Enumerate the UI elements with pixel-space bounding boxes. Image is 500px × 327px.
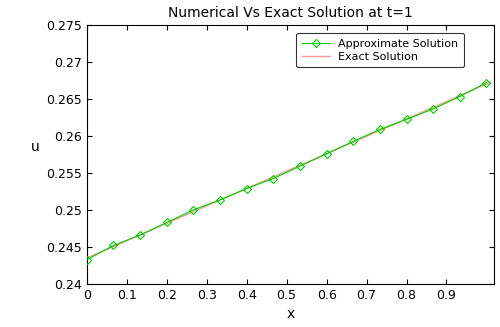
Approximate Solution — [377, 128, 383, 131]
Approximate Solution — [137, 233, 143, 237]
Approximate Solution — [244, 186, 250, 190]
Exact Solution — [450, 97, 456, 101]
Exact Solution — [84, 256, 90, 260]
Exact Solution — [424, 108, 430, 112]
Exact Solution — [324, 151, 330, 155]
Title: Numerical Vs Exact Solution at t=1: Numerical Vs Exact Solution at t=1 — [168, 6, 413, 20]
X-axis label: x: x — [286, 307, 294, 321]
Line: Approximate Solution: Approximate Solution — [84, 80, 489, 263]
Y-axis label: u: u — [30, 141, 40, 154]
Approximate Solution — [84, 258, 90, 262]
Line: Exact Solution: Exact Solution — [87, 82, 490, 258]
Approximate Solution — [164, 220, 170, 224]
Exact Solution — [322, 152, 328, 156]
Exact Solution — [85, 256, 91, 260]
Exact Solution — [331, 148, 337, 152]
Approximate Solution — [404, 117, 409, 121]
Exact Solution — [488, 80, 494, 84]
Approximate Solution — [484, 81, 490, 85]
Approximate Solution — [350, 140, 356, 144]
Approximate Solution — [110, 244, 116, 248]
Approximate Solution — [217, 198, 223, 202]
Approximate Solution — [457, 95, 463, 98]
Approximate Solution — [190, 208, 196, 212]
Legend: Approximate Solution, Exact Solution: Approximate Solution, Exact Solution — [296, 33, 464, 67]
Approximate Solution — [297, 164, 303, 168]
Approximate Solution — [270, 177, 276, 181]
Approximate Solution — [430, 107, 436, 111]
Approximate Solution — [324, 152, 330, 156]
